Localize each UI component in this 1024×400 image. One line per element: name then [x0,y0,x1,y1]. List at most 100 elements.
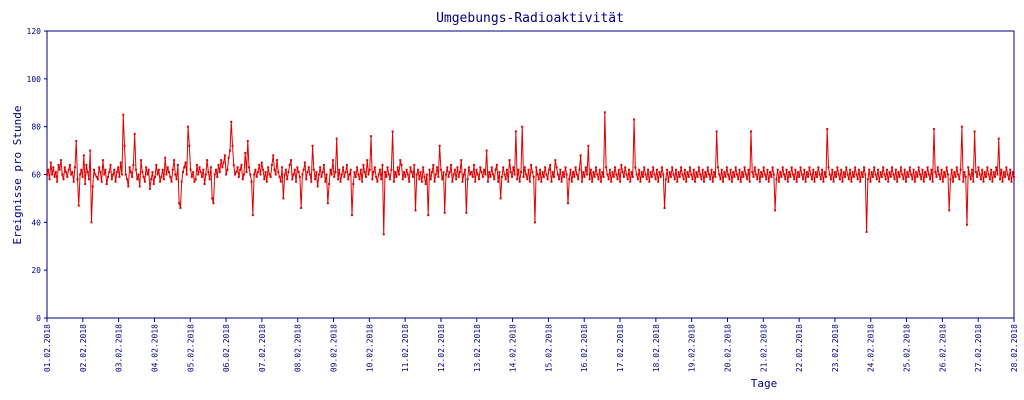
data-point [802,178,805,181]
data-point [973,130,976,133]
data-point [666,168,669,171]
data-point [478,178,481,181]
data-point [855,173,858,176]
data-point [912,168,915,171]
data-point [653,173,656,176]
data-point [237,175,240,178]
data-point [235,171,238,174]
data-point [967,166,970,169]
data-point [396,166,399,169]
data-point [852,175,855,178]
data-point [350,214,353,217]
data-point [735,173,738,176]
data-point [964,175,967,178]
data-point [922,180,925,183]
data-point [93,168,96,171]
data-point [77,204,80,207]
data-point [683,168,686,171]
y-tick-label: 20 [31,266,41,275]
data-point [710,168,713,171]
data-point [560,180,563,183]
data-point [681,173,684,176]
data-point [891,166,894,169]
data-point [244,151,247,154]
data-point [911,178,914,181]
data-point [1004,175,1007,178]
data-point [572,171,575,174]
data-point [284,168,287,171]
data-point [371,178,374,181]
data-point [180,180,183,183]
data-point [507,180,510,183]
data-point [732,171,735,174]
data-point [934,171,937,174]
data-point [296,166,299,169]
data-point [110,178,113,181]
data-point [331,159,334,162]
data-point [126,178,129,181]
data-point [760,171,763,174]
data-point [197,173,200,176]
data-point [256,171,259,174]
data-point [813,180,816,183]
data-point [598,168,601,171]
data-point [641,175,644,178]
data-point [931,180,934,183]
data-point [259,173,262,176]
data-point [774,209,777,212]
data-point [936,166,939,169]
data-point [633,118,636,121]
data-point [155,163,158,166]
data-point [620,163,623,166]
data-point [652,166,655,169]
data-point [342,166,345,169]
data-point [885,168,888,171]
data-point [570,180,573,183]
data-point [995,166,998,169]
data-point [80,168,83,171]
data-point [349,168,352,171]
data-point [106,175,109,178]
data-point [156,173,159,176]
data-point [874,173,877,176]
data-point [82,154,85,157]
data-point [490,166,493,169]
x-axis: 01.02.2018 02.02.2018 03.02.2018 04.02.2018… [43,318,1019,372]
data-point [699,173,702,176]
data-point [851,171,854,174]
data-point [823,171,826,174]
data-point [1013,175,1015,178]
data-point [208,178,211,181]
data-point [181,171,184,174]
data-point [808,166,811,169]
data-point [105,183,108,186]
data-point [270,163,273,166]
data-point [751,171,754,174]
data-point [480,171,483,174]
data-point [512,166,515,169]
data-point [765,178,768,181]
x-axis-label: Tage [751,377,778,390]
data-point [429,178,432,181]
chart-title: Umgebungs-Radioaktivität [436,11,624,26]
data-point [283,173,286,176]
data-point [452,173,455,176]
data-point [997,137,1000,140]
data-point [849,168,852,171]
data-point [57,163,60,166]
data-point [47,168,50,171]
data-point [489,175,492,178]
data-point [114,180,117,183]
data-point [504,178,507,181]
data-point [249,173,252,176]
data-point [413,163,416,166]
data-point [324,180,327,183]
data-point [292,173,295,176]
data-point [753,166,756,169]
data-point [167,171,170,174]
data-point [688,166,691,169]
data-point [462,173,465,176]
data-point [722,180,725,183]
data-point [380,178,383,181]
data-point [952,180,955,183]
